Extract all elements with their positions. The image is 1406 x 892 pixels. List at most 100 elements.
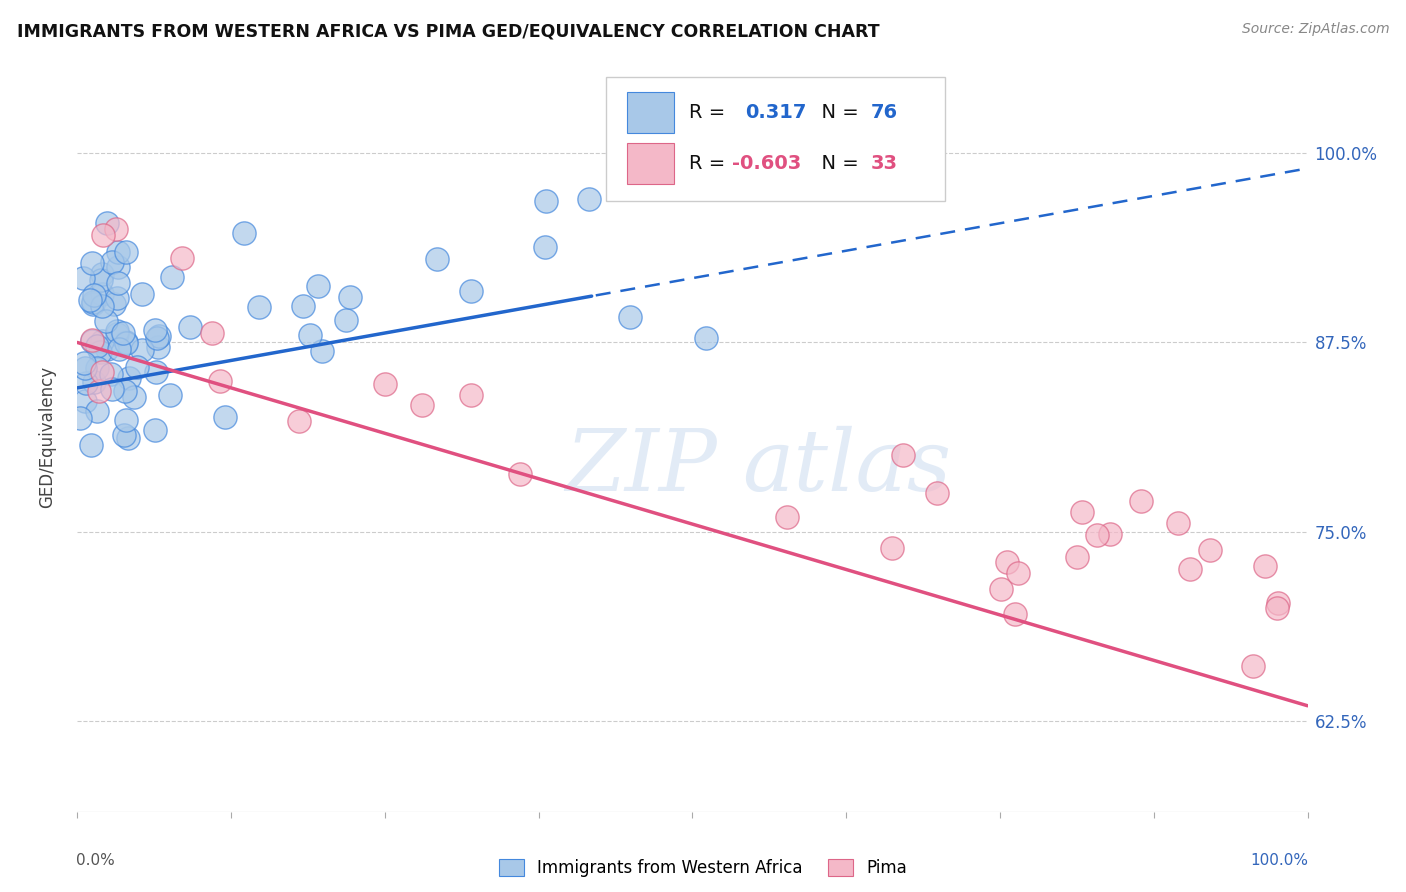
Point <box>90 272 112 286</box>
Point <box>73 356 96 370</box>
Point <box>96 342 118 356</box>
Point <box>100 255 122 269</box>
Point <box>125 359 148 374</box>
Point <box>79 438 101 452</box>
Point <box>460 285 482 299</box>
Point <box>1167 516 1189 530</box>
Text: IMMIGRANTS FROM WESTERN AFRICA VS PIMA GED/EQUIVALENCY CORRELATION CHART: IMMIGRANTS FROM WESTERN AFRICA VS PIMA G… <box>17 22 880 40</box>
Text: 33: 33 <box>870 154 898 173</box>
Point <box>208 375 231 389</box>
Bar <box>627 92 673 133</box>
Point <box>75 376 97 391</box>
Point <box>1066 550 1088 565</box>
Point <box>107 343 129 357</box>
Point <box>80 255 103 269</box>
Point <box>1241 659 1264 673</box>
Point <box>82 295 104 310</box>
Point <box>69 410 91 425</box>
Legend: Immigrants from Western Africa, Pima: Immigrants from Western Africa, Pima <box>492 852 914 884</box>
Point <box>925 485 948 500</box>
Point <box>96 217 118 231</box>
Text: N =: N = <box>810 103 865 122</box>
Point <box>1129 494 1152 508</box>
Point <box>86 339 108 353</box>
Point <box>143 323 166 337</box>
Text: R =: R = <box>689 154 731 173</box>
Point <box>339 290 361 304</box>
Point <box>82 333 104 347</box>
Point <box>83 375 105 389</box>
Point <box>1070 505 1092 519</box>
Text: -0.603: -0.603 <box>733 154 801 173</box>
Point <box>1178 562 1201 576</box>
Text: 0.0%: 0.0% <box>76 853 115 868</box>
Text: 76: 76 <box>870 103 898 122</box>
Point <box>509 467 531 481</box>
Bar <box>627 143 673 185</box>
Point <box>891 448 914 462</box>
Point <box>1265 601 1288 615</box>
Point <box>426 252 449 267</box>
Point <box>114 384 136 398</box>
Point <box>91 287 114 301</box>
Point <box>105 222 128 236</box>
Point <box>131 286 153 301</box>
Point <box>578 192 600 206</box>
Point <box>1254 559 1277 574</box>
Point <box>72 270 94 285</box>
Point <box>695 331 717 345</box>
Point <box>990 582 1012 597</box>
Point <box>160 269 183 284</box>
Point <box>411 398 433 412</box>
Point <box>75 360 97 375</box>
FancyBboxPatch shape <box>606 78 945 201</box>
Point <box>143 423 166 437</box>
Point <box>536 194 558 209</box>
Point <box>115 336 138 351</box>
Point <box>201 326 224 340</box>
Point <box>105 326 128 341</box>
Point <box>1004 607 1026 621</box>
Point <box>105 291 128 305</box>
Point <box>146 331 169 345</box>
Point <box>87 384 110 398</box>
Point <box>105 324 128 338</box>
Y-axis label: GED/Equivalency: GED/Equivalency <box>38 366 56 508</box>
Point <box>107 245 129 260</box>
Text: ZIP: ZIP <box>565 425 717 508</box>
Point <box>112 428 135 442</box>
Point <box>179 319 201 334</box>
Point <box>995 555 1018 569</box>
Point <box>307 279 329 293</box>
Point <box>170 252 193 266</box>
Text: N =: N = <box>810 154 865 173</box>
Point <box>159 388 181 402</box>
Point <box>91 299 114 313</box>
Point <box>100 367 122 381</box>
Point <box>82 297 104 311</box>
Point <box>288 414 311 428</box>
Point <box>114 334 136 349</box>
Point <box>1085 528 1108 542</box>
Point <box>115 245 138 260</box>
Point <box>80 334 103 349</box>
Point <box>1199 542 1222 557</box>
Point <box>1099 526 1122 541</box>
Point <box>534 240 557 254</box>
Point <box>1007 566 1029 581</box>
Point <box>117 432 139 446</box>
Point <box>89 345 111 359</box>
Text: 100.0%: 100.0% <box>1251 853 1309 868</box>
Point <box>73 393 96 408</box>
Point <box>107 260 129 275</box>
Point <box>86 360 108 375</box>
Point <box>145 365 167 379</box>
Point <box>131 343 153 357</box>
Point <box>112 326 135 341</box>
Text: 0.317: 0.317 <box>745 103 807 122</box>
Point <box>101 382 124 396</box>
Point <box>1267 597 1289 611</box>
Point <box>292 299 315 313</box>
Point <box>86 404 108 418</box>
Point <box>311 343 333 358</box>
